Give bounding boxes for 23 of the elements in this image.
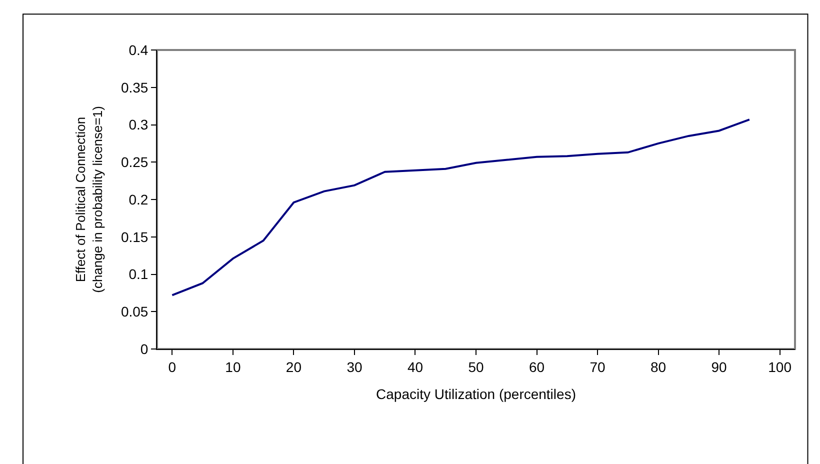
y-tick-label: 0.1 (128, 266, 148, 282)
x-tick-label: 70 (590, 358, 606, 375)
x-tick-label: 10 (225, 358, 241, 375)
y-tick-label: 0 (140, 340, 148, 357)
y-tick-label: 0.15 (120, 228, 148, 245)
y-axis-title: Effect of Political Connection (change in probability license=1) (73, 106, 105, 293)
x-axis-title: Capacity Utilization (percentiles) (376, 386, 576, 402)
line-series (171, 118, 750, 296)
x-tick-label: 50 (468, 358, 484, 375)
x-tick-label: 60 (528, 358, 545, 375)
x-tick-label: 20 (286, 358, 302, 375)
y-tick-label: 0.25 (120, 154, 148, 170)
y-tick-label: 0.05 (120, 304, 148, 320)
x-tick-label: 40 (407, 358, 424, 375)
y-tick-label: 0.35 (120, 79, 148, 96)
x-tick-label: 90 (711, 358, 728, 375)
x-tick-label: 0 (168, 358, 176, 375)
x-tick-label: 100 (768, 358, 792, 375)
x-tick-label: 30 (346, 358, 362, 375)
y-tick-label: 0.2 (128, 191, 148, 208)
y-tick-label: 0.4 (128, 42, 148, 58)
x-tick-label: 80 (650, 358, 666, 375)
y-tick-label: 0.3 (128, 116, 148, 133)
